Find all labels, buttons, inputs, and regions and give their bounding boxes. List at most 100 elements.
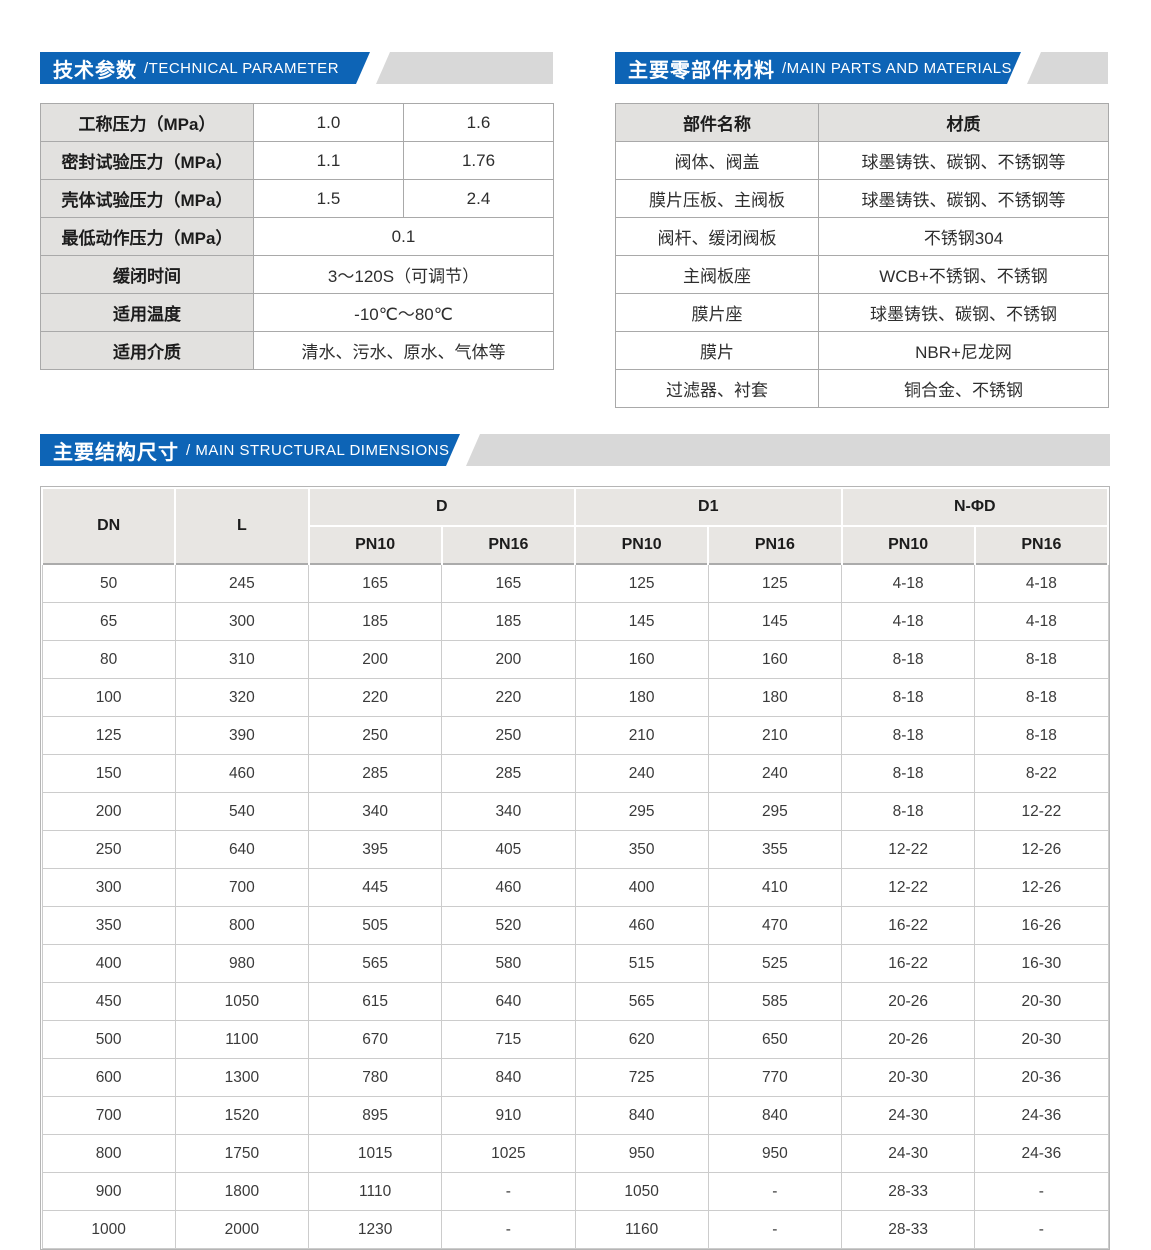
dimension-cell: 65 [41,602,176,641]
column-group-header: DN [40,487,177,564]
dimension-cell: 585 [707,982,843,1021]
dimension-cell: 180 [707,678,843,717]
dimension-cell: 28-33 [840,1210,976,1249]
dimension-cell: 16-26 [974,906,1109,945]
parameter-label-cell: 密封试验压力（MPa） [40,141,254,180]
table-row: 膜片 NBR+尼龙网 [615,331,1109,370]
dimension-cell: 210 [574,716,709,755]
part-name-cell: 阀杆、缓闭阀板 [615,217,819,256]
table-row: 400 980 565 580 515 525 16-22 16-30 [41,944,1109,983]
pn-subheader: PN16 [707,525,843,564]
dimension-cell: 125 [41,716,176,755]
dimension-cell: - [441,1172,576,1211]
dimension-cell: 20-36 [974,1058,1109,1097]
parameter-label-cell: 壳体试验压力（MPa） [40,179,254,218]
materials-section: 主要零部件材料 /MAIN PARTS AND MATERIALS 部件名称 材… [615,52,1109,408]
dimension-cell: 160 [707,640,843,679]
table-row: 100 320 220 220 180 180 8-18 8-18 [41,678,1109,717]
dimensions-table: DN L D D1 N-ΦD PN10 PN16 PN10 PN16 PN10 PN16 50 24… [40,487,1110,1249]
dimension-cell: 950 [707,1134,843,1173]
table-row: 膜片压板、主阀板 球墨铸铁、碳钢、不锈钢等 [615,179,1109,218]
table-row: 最低动作压力（MPa） 0.1 [40,217,554,256]
table-row: 900 1800 1110-1050-28-33- [41,1172,1109,1211]
dimension-cell: 1800 [174,1172,310,1211]
section-title-en: / MAIN STRUCTURAL DIMENSIONS [186,441,450,459]
material-cell: 不锈钢304 [818,217,1109,256]
dimension-cell: 355 [707,830,843,869]
dimension-cell: 12-22 [840,868,976,907]
part-name-cell: 膜片 [615,331,819,370]
banner-blue-shape: 主要零部件材料 /MAIN PARTS AND MATERIALS [615,52,1021,84]
dimension-cell: 565 [307,944,443,983]
parameter-value-cell: 0.1 [253,217,554,256]
table-row: 1000 2000 1230-1160-28-33- [41,1210,1109,1249]
table-row: 80 310 200 200 160 160 8-18 8-18 [41,640,1109,679]
material-cell: NBR+尼龙网 [818,331,1109,370]
part-name-header: 部件名称 [615,103,819,142]
dimension-cell: 20-30 [974,982,1109,1021]
table-row: 工称压力（MPa） 1.0 1.6 [40,103,554,142]
dimension-cell: - [974,1172,1109,1211]
table-row: 125 390 250 250 210 210 8-18 8-18 [41,716,1109,755]
dimension-cell: 200 [41,792,176,831]
dimension-cell: 1050 [574,1172,709,1211]
dimension-cell: 12-22 [974,792,1109,831]
table-header-row: DN L D D1 N-ΦD [40,487,1109,564]
dimension-cell: 780 [307,1058,443,1097]
dimension-cell: 400 [41,944,176,983]
dimension-cell: - [974,1210,1109,1249]
dimension-cell: 250 [307,716,443,755]
dimension-cell: 210 [707,716,843,755]
parameter-label-cell: 工称压力（MPa） [40,103,254,142]
dimension-cell: 525 [707,944,843,983]
dimension-cell: - [707,1210,843,1249]
parameter-label-cell: 适用温度 [40,293,254,332]
dimension-cell: 4-18 [974,563,1109,603]
dimension-cell: 400 [574,868,709,907]
part-name-cell: 膜片压板、主阀板 [615,179,819,218]
dimension-cell: 320 [174,678,310,717]
dimension-cell: 24-30 [840,1096,976,1135]
part-name-cell: 主阀板座 [615,255,819,294]
section-title-en: /TECHNICAL PARAMETER [144,59,340,77]
dimension-cell: 1050 [174,982,310,1021]
dimension-cell: 1015 [307,1134,443,1173]
parameter-label-cell: 缓闭时间 [40,255,254,294]
parameter-value-cell: 1.0 [253,103,404,142]
dimension-cell: 715 [441,1020,576,1059]
dimension-cell: 125 [707,563,843,603]
dimension-cell: 8-18 [840,640,976,679]
dimension-cell: 185 [441,602,576,641]
dimension-cell: 1520 [174,1096,310,1135]
table-row: 200 540 340 340 295 295 8-18 12-22 [41,792,1109,831]
dimension-cell: 4-18 [840,563,976,603]
dimension-cell: 565 [574,982,709,1021]
dimension-cell: 295 [574,792,709,831]
dimension-cell: 250 [41,830,176,869]
banner-gray-shape [376,52,553,84]
dimension-cell: 8-18 [840,678,976,717]
dimension-cell: 350 [574,830,709,869]
table-row: 阀杆、缓闭阀板 不锈钢304 [615,217,1109,256]
dimension-cell: 8-18 [974,716,1109,755]
dimension-cell: 1000 [41,1210,176,1249]
parameter-value-cell: 3～120S（可调节） [253,255,554,294]
dimension-cell: 4-18 [840,602,976,641]
pn-subheader: PN16 [440,525,577,564]
dimension-cell: 520 [441,906,576,945]
table-row: 密封试验压力（MPa） 1.1 1.76 [40,141,554,180]
dimension-cell: 600 [41,1058,176,1097]
parameter-value-cell: 1.1 [253,141,404,180]
dimension-cell: 540 [174,792,310,831]
part-name-cell: 过滤器、衬套 [615,369,819,408]
dimension-cell: 580 [441,944,576,983]
dimension-cell: 8-22 [974,754,1109,793]
dimension-cell: 410 [707,868,843,907]
pn-subheader: PN10 [840,525,976,564]
dimension-cell: 8-18 [840,754,976,793]
pn-subheader: PN16 [973,525,1110,564]
table-row: 65 300 185 185 145 145 4-18 4-18 [41,602,1109,641]
dimensions-table-frame: DN L D D1 N-ΦD PN10 PN16 PN10 PN16 PN10 PN16 50 24… [40,486,1110,1250]
dimension-cell: 340 [441,792,576,831]
dimension-cell: 350 [41,906,176,945]
